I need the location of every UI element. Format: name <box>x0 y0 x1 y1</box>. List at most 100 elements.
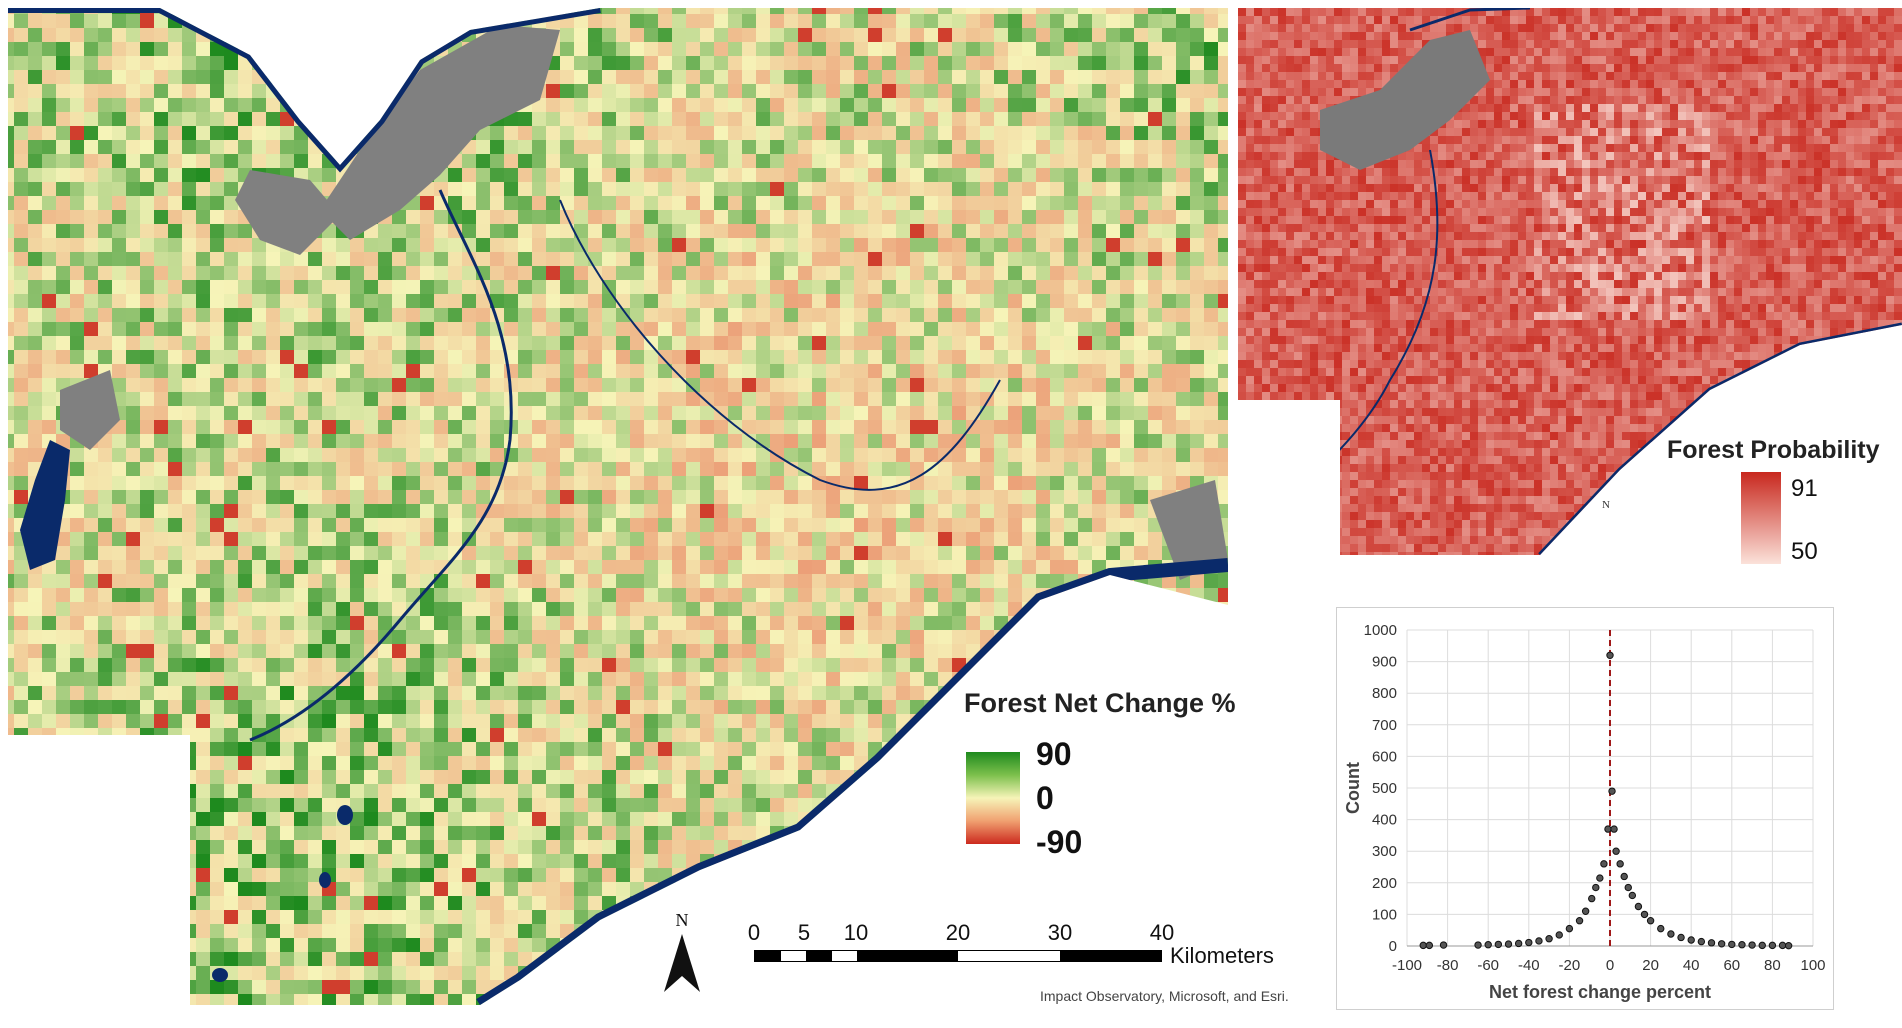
scale-tick-10: 10 <box>843 920 869 945</box>
data-point <box>1425 941 1434 950</box>
chart-panel: -100 -80 -60 -40 -20 0 20 40 60 80 100 0 100 200 300 40… <box>1336 607 1834 1010</box>
data-point <box>1768 941 1777 950</box>
data-point <box>1606 651 1614 659</box>
data-point <box>1657 924 1665 933</box>
x-tick-label: -100 <box>1392 957 1422 974</box>
net-change-min: -90 <box>1036 824 1083 860</box>
x-tick-label: 40 <box>1683 957 1700 974</box>
data-point <box>1620 872 1628 881</box>
forest-probability-min: 50 <box>1791 538 1818 565</box>
forest-net-change-map[interactable] <box>0 0 1240 1010</box>
data-point <box>1565 924 1574 933</box>
data-point <box>1717 940 1726 948</box>
data-point <box>1610 825 1618 833</box>
data-point <box>1600 860 1608 868</box>
net-change-max: 90 <box>1036 736 1072 772</box>
lake <box>212 968 228 982</box>
data-point <box>1494 940 1503 949</box>
x-tick-label: 80 <box>1764 957 1781 974</box>
data-point <box>1596 874 1604 882</box>
forest-probability-map[interactable]: N <box>1230 0 1902 570</box>
scale-tick-5: 5 <box>797 920 811 945</box>
x-tick-label: -20 <box>1559 957 1581 974</box>
data-point <box>1616 860 1624 868</box>
y-tick-label: 900 <box>1372 654 1397 671</box>
data-point <box>1628 891 1637 900</box>
data-point <box>1687 936 1695 944</box>
y-tick-label: 700 <box>1372 717 1397 734</box>
y-tick-label: 500 <box>1372 780 1397 797</box>
y-tick-label: 100 <box>1372 906 1397 923</box>
data-point <box>1728 940 1736 949</box>
y-axis-label: Count <box>1343 762 1363 814</box>
data-point <box>1697 937 1706 946</box>
data-point <box>1624 883 1632 892</box>
st-lawrence-river-edge <box>476 558 1228 1005</box>
data-point <box>1634 902 1643 911</box>
data-point <box>1504 940 1513 948</box>
scale-unit: Kilometers <box>1170 943 1274 968</box>
data-point <box>1484 941 1492 949</box>
y-tick-label: 400 <box>1372 812 1397 829</box>
y-tick-label: 300 <box>1372 843 1397 860</box>
y-tick-label: 600 <box>1372 748 1397 765</box>
data-point <box>1608 787 1616 795</box>
inset-urban-area <box>1320 30 1490 170</box>
data-point <box>1707 939 1716 947</box>
scale-tick-20: 20 <box>945 920 971 945</box>
data-point <box>1748 941 1756 949</box>
data-point <box>1646 917 1655 925</box>
data-point <box>1677 933 1685 942</box>
data-point <box>1640 910 1649 919</box>
x-tick-label: -60 <box>1477 957 1499 974</box>
scale-tick-40: 40 <box>1149 920 1175 945</box>
lake <box>319 872 331 888</box>
x-tick-label: 60 <box>1723 957 1740 974</box>
rideau-river <box>249 189 513 742</box>
forest-probability-ramp <box>1741 472 1781 564</box>
scale-bar: 0 5 10 20 30 40 <box>748 920 1180 980</box>
data-point <box>1439 941 1448 949</box>
net-change-legend-title: Forest Net Change % <box>964 688 1236 718</box>
data-point <box>1525 938 1533 947</box>
data-point <box>1778 941 1787 950</box>
data-point <box>1419 941 1427 950</box>
y-tick-label: 200 <box>1372 875 1397 892</box>
data-point <box>1784 941 1793 950</box>
forest-probability-legend-title: Forest Probability <box>1667 436 1880 464</box>
data-point <box>1604 825 1612 833</box>
x-tick-label: 0 <box>1606 957 1614 974</box>
urban-area-east <box>1150 480 1228 580</box>
data-point <box>1667 930 1675 938</box>
data-point <box>1555 931 1563 939</box>
y-tick-label: 1000 <box>1364 622 1397 639</box>
urban-area-gatineau <box>235 170 340 255</box>
lake <box>337 805 353 825</box>
data-point <box>1738 941 1746 949</box>
scale-bar-graphic <box>754 950 1162 962</box>
scale-tick-30: 30 <box>1047 920 1073 945</box>
data-point <box>1474 941 1482 949</box>
west-lake <box>20 440 70 570</box>
data-point <box>1588 894 1596 903</box>
x-axis-label: Net forest change percent <box>1489 982 1711 1002</box>
forest-probability-max: 91 <box>1791 475 1818 502</box>
data-point <box>1612 847 1620 855</box>
data-point <box>1758 941 1766 950</box>
ottawa-river-edge <box>8 8 601 173</box>
data-point <box>1535 937 1543 945</box>
inset-north-label: N <box>1602 499 1610 511</box>
urban-area-ottawa <box>320 25 560 240</box>
net-change-mid: 0 <box>1036 780 1054 816</box>
attribution-credit: Impact Observatory, Microsoft, and Esri. <box>1040 988 1289 1004</box>
net-change-ramp <box>966 752 1020 844</box>
data-point <box>1514 939 1523 948</box>
net-forest-change-chart[interactable]: -100 -80 -60 -40 -20 0 20 40 60 80 100010020030040… <box>1337 608 1833 1009</box>
x-tick-label: -40 <box>1518 957 1540 974</box>
inset-river <box>1319 149 1439 471</box>
data-point <box>1575 917 1584 925</box>
north-label: N <box>676 910 689 930</box>
river-tributary <box>559 199 1001 491</box>
x-tick-label: -80 <box>1437 957 1459 974</box>
